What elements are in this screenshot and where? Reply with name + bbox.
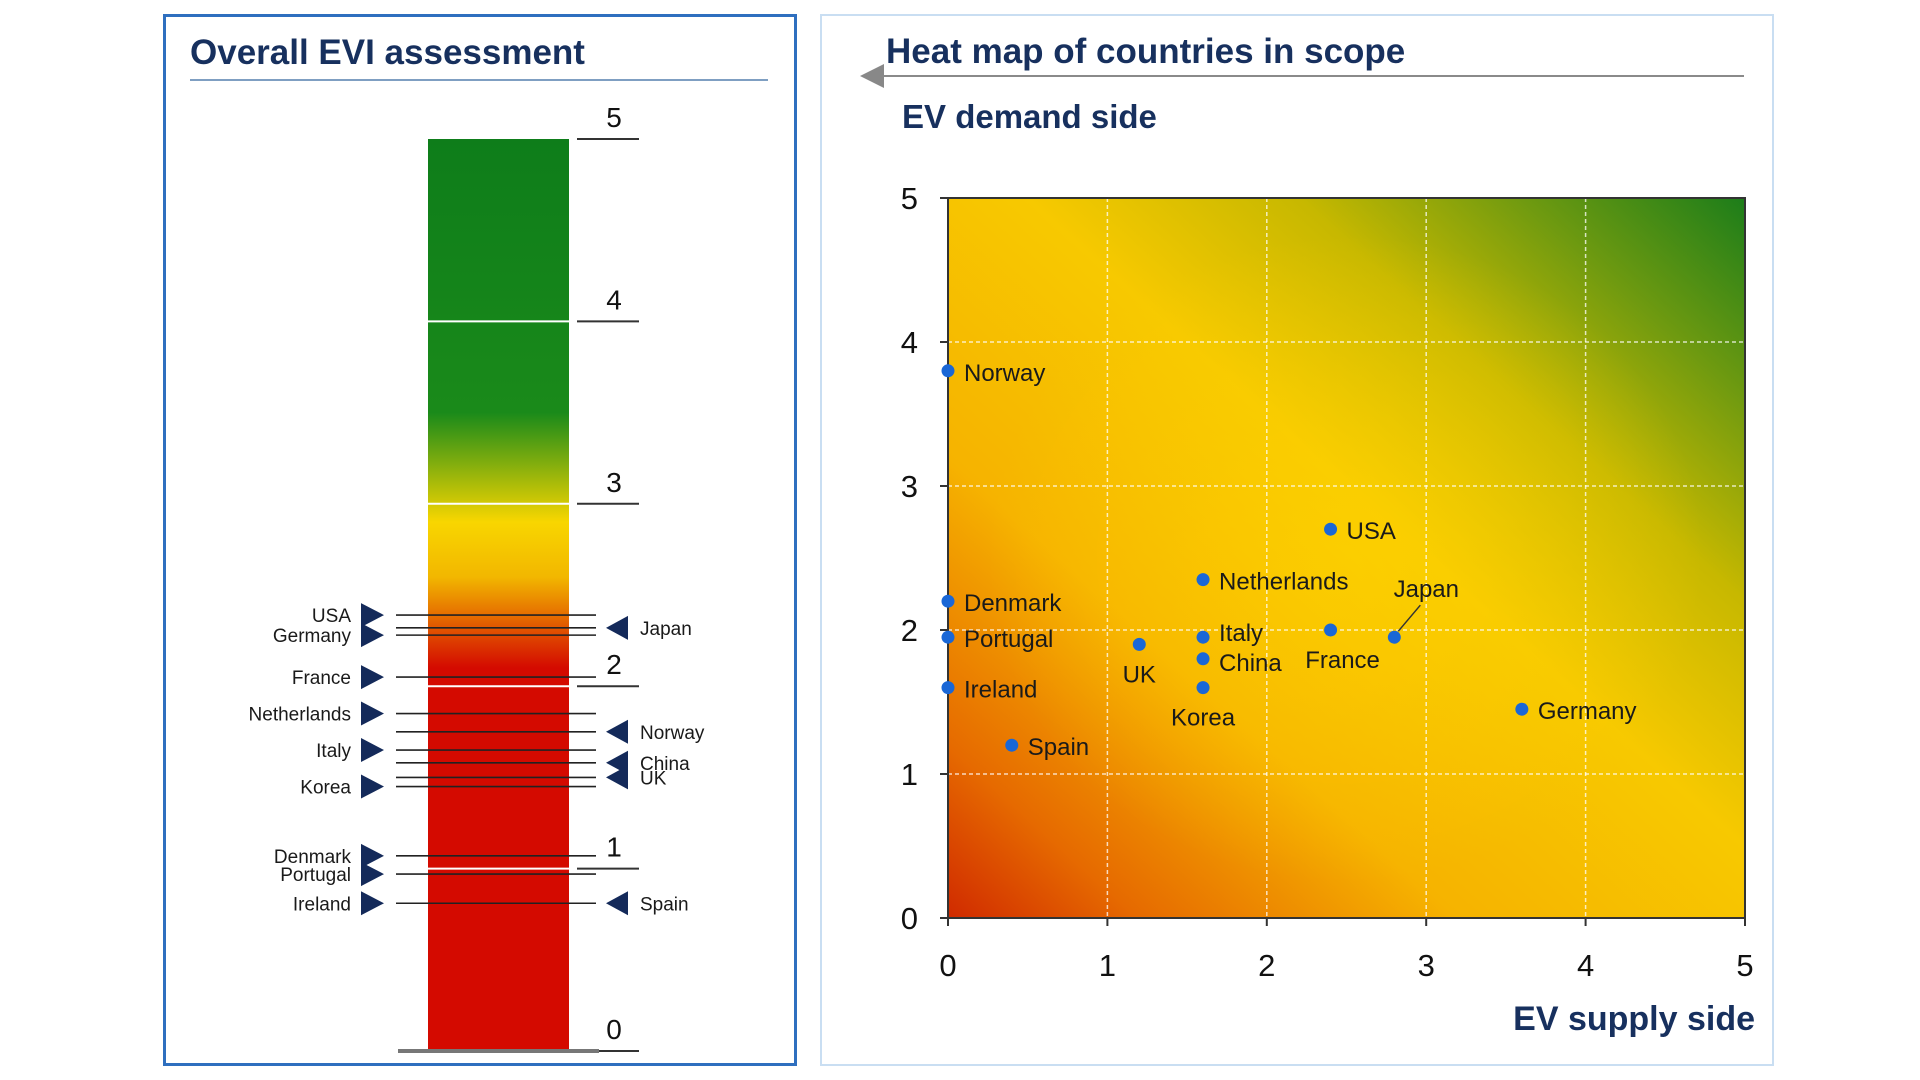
triangle-right-icon <box>361 843 384 868</box>
y-tick-label: 3 <box>606 467 622 498</box>
point-label: China <box>1219 650 1282 677</box>
x-tick-label: 0 <box>939 948 956 983</box>
point-label: Korea <box>1171 705 1236 732</box>
evi-color-bar <box>428 139 569 1051</box>
point-label: UK <box>1123 661 1156 688</box>
point-label: Denmark <box>964 590 1062 617</box>
data-point <box>941 594 955 608</box>
country-label: Denmark <box>274 847 352 868</box>
point-label: Ireland <box>964 677 1037 704</box>
triangle-left-icon <box>606 615 628 640</box>
country-label: France <box>292 668 351 689</box>
data-point <box>1324 623 1338 637</box>
point-label: USA <box>1347 518 1396 545</box>
x-tick-label: 5 <box>1736 948 1753 983</box>
data-point <box>941 364 955 378</box>
triangle-left-icon <box>606 719 628 744</box>
y-tick-label: 1 <box>606 832 622 863</box>
data-point <box>1196 630 1210 644</box>
data-point <box>1196 681 1210 695</box>
label-leader-line <box>1397 604 1421 632</box>
y-tick-label: 1 <box>901 757 918 792</box>
point-label: Portugal <box>964 626 1053 653</box>
point-label: Netherlands <box>1219 569 1348 596</box>
heat-map-chart: EV demand side EV supply side 0 1 2 3 4 5 0 1 2 3… <box>860 64 1755 1038</box>
data-point <box>1324 522 1338 536</box>
y-tick-label: 0 <box>606 1014 622 1045</box>
country-label: Korea <box>300 778 351 799</box>
country-label: Norway <box>640 723 705 744</box>
data-point <box>1196 573 1210 587</box>
y-tick-label: 5 <box>606 102 622 133</box>
y-tick-label: 2 <box>606 649 622 680</box>
country-label: Ireland <box>293 894 351 915</box>
country-label: Portugal <box>280 865 351 886</box>
data-point <box>1196 652 1210 666</box>
data-point <box>941 630 955 644</box>
point-label: France <box>1305 647 1380 674</box>
country-label: USA <box>312 606 351 627</box>
country-label: China <box>640 754 690 775</box>
y-tick-label: 3 <box>901 469 918 504</box>
evi-assessment-panel: Overall EVI assessment 0 1 2 3 4 5 USA Germany F… <box>163 14 797 1066</box>
y-tick-label: 4 <box>901 325 918 360</box>
title-underline <box>190 79 768 81</box>
country-label: Germany <box>273 626 352 647</box>
x-axis-label: EV supply side <box>1513 1000 1755 1038</box>
point-label: Italy <box>1219 620 1263 647</box>
plot-frame <box>947 197 1746 919</box>
country-label: Japan <box>640 619 692 640</box>
triangle-right-icon <box>361 603 384 628</box>
data-point <box>1132 637 1146 651</box>
point-label: Spain <box>1028 734 1089 761</box>
evi-assessment-title: Overall EVI assessment <box>190 33 585 72</box>
y-axis-label: EV demand side <box>902 98 1157 135</box>
triangle-right-icon <box>361 665 384 690</box>
triangle-left-icon <box>606 765 628 790</box>
y-tick-label: 5 <box>901 181 918 216</box>
point-label: Japan <box>1394 576 1459 603</box>
triangle-right-icon <box>361 623 384 648</box>
point-label: Norway <box>964 360 1045 387</box>
triangle-right-icon <box>361 701 384 726</box>
y-tick-label: 0 <box>901 901 918 936</box>
country-label: Netherlands <box>249 705 351 726</box>
heat-map-glow <box>948 198 1745 918</box>
data-point <box>1515 702 1529 716</box>
triangle-right-icon <box>361 774 384 799</box>
x-tick-label: 1 <box>1099 948 1116 983</box>
x-tick-label: 3 <box>1418 948 1435 983</box>
heat-map-panel: Heat map of countries in scope EV demand <box>820 14 1774 1066</box>
triangle-right-icon <box>361 862 384 887</box>
data-point <box>941 681 955 695</box>
triangle-right-icon <box>361 738 384 763</box>
point-label: Germany <box>1538 698 1637 725</box>
x-tick-label: 4 <box>1577 948 1594 983</box>
y-tick-label: 4 <box>606 284 622 315</box>
data-point <box>1387 630 1401 644</box>
country-label: Italy <box>316 741 351 762</box>
y-tick-label: 2 <box>901 613 918 648</box>
triangle-left-icon <box>606 891 628 916</box>
country-label: Spain <box>640 894 689 915</box>
data-point <box>1005 738 1019 752</box>
x-tick-label: 2 <box>1258 948 1275 983</box>
triangle-right-icon <box>361 891 384 916</box>
country-label: UK <box>640 768 667 789</box>
heat-map-title: Heat map of countries in scope <box>886 32 1406 71</box>
